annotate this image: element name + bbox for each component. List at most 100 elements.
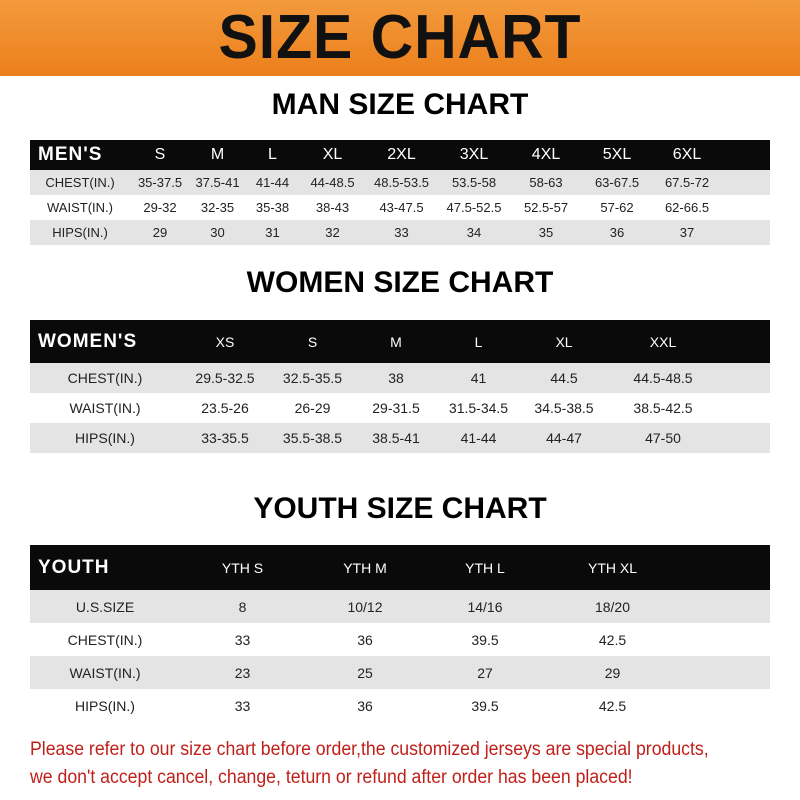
table-cell: 6XL (672, 146, 702, 163)
table-header-row: MEN'S S M L XL 2XL 3XL 4XL 5XL 6XL (30, 140, 770, 170)
table-cell: 62-66.5 (664, 200, 710, 215)
table-cell: XL (555, 333, 573, 350)
table-cell: 3XL (459, 146, 489, 163)
table-cell: 29 (152, 225, 168, 240)
table-cell: M (210, 146, 225, 163)
row-label: YOUTH (38, 556, 110, 578)
table-cell: 67.5-72 (664, 175, 710, 190)
table-cell: 35-38 (255, 200, 290, 215)
men-size-table: MEN'S S M L XL 2XL 3XL 4XL 5XL 6XL CHEST(IN.) 35-37… (30, 140, 770, 245)
table-cell: 10/12 (347, 598, 383, 615)
table-cell: 38.5-41 (372, 430, 420, 446)
order-notice: Please refer to our size chart before or… (30, 736, 728, 792)
table-cell: XXL (649, 333, 677, 350)
row-label: CHEST(IN.) (67, 631, 143, 648)
table-cell: 29-31.5 (372, 400, 420, 416)
table-cell: 39.5 (471, 631, 499, 648)
row-label: HIPS(IN.) (75, 697, 135, 714)
table-cell: 58-63 (529, 175, 563, 190)
table-row: WAIST(IN.) 29-32 32-35 35-38 38-43 43-47.5 47.… (30, 195, 770, 220)
notice-line-2: we don't accept cancel, change, teturn o… (30, 767, 633, 788)
table-cell: YTH M (343, 559, 387, 576)
table-cell: 33-35.5 (201, 430, 249, 446)
notice-line-1: Please refer to our size chart before or… (30, 739, 709, 760)
women-size-table: WOMEN'S XS S M L XL XXL CHEST(IN.) 29.5-32.5 32.5… (30, 320, 770, 453)
table-cell: YTH S (221, 559, 264, 576)
table-cell: XL (322, 146, 343, 163)
table-cell: 53.5-58 (451, 175, 497, 190)
table-header-row: YOUTH YTH S YTH M YTH L YTH XL (30, 545, 770, 590)
table-cell: XS (215, 333, 235, 350)
table-row: CHEST(IN.) 35-37.5 37.5-41 41-44 44-48.5 48.5… (30, 170, 770, 195)
table-cell: 42.5 (598, 631, 627, 648)
table-row: CHEST(IN.) 29.5-32.5 32.5-35.5 38 41 44.5 44.5… (30, 363, 770, 393)
table-cell: S (154, 146, 166, 163)
table-cell: 18/20 (594, 598, 631, 615)
table-cell: 31 (265, 225, 280, 240)
men-section-title: MAN SIZE CHART (271, 88, 529, 121)
table-cell: L (268, 146, 277, 163)
table-cell: 29 (604, 664, 621, 681)
table-row: WAIST(IN.) 23 25 27 29 (30, 656, 770, 689)
page-title: SIZE CHART (218, 3, 582, 72)
table-cell: 35-37.5 (137, 175, 183, 190)
table-cell: 23 (234, 664, 251, 681)
table-cell: 42.5 (598, 697, 627, 714)
table-cell: 35 (538, 225, 554, 240)
table-cell: 31.5-34.5 (448, 400, 509, 416)
table-cell: 47-50 (645, 430, 681, 446)
table-cell: 48.5-53.5 (374, 175, 429, 190)
table-cell: L (474, 333, 483, 350)
table-cell: 29.5-32.5 (195, 370, 255, 386)
table-cell: 4XL (531, 146, 561, 163)
table-cell: 25 (357, 664, 373, 681)
table-cell: 33 (234, 631, 251, 648)
table-cell: 32.5-35.5 (282, 370, 343, 386)
row-label: WOMEN'S (38, 330, 138, 352)
table-cell: 41-44 (255, 175, 290, 190)
table-cell: 44-48.5 (310, 175, 355, 190)
row-label: WAIST(IN.) (69, 400, 141, 416)
table-cell: 5XL (602, 146, 632, 163)
women-section-title: WOMEN SIZE CHART (246, 266, 554, 299)
table-cell: 34 (466, 225, 482, 240)
table-cell: 47.5-52.5 (446, 200, 502, 215)
row-label: CHEST(IN.) (67, 370, 143, 386)
table-row: CHEST(IN.) 33 36 39.5 42.5 (30, 623, 770, 656)
table-cell: 44.5-48.5 (633, 370, 693, 386)
table-cell: 57-62 (600, 200, 634, 215)
table-cell: 38-43 (315, 200, 350, 215)
table-header-row: WOMEN'S XS S M L XL XXL (30, 320, 770, 363)
table-cell: 2XL (387, 146, 416, 163)
table-row: HIPS(IN.) 29 30 31 32 33 34 35 36 37 (30, 220, 770, 245)
title-banner: SIZE CHART (0, 0, 800, 76)
table-cell: 41 (470, 370, 487, 386)
table-cell: 37.5-41 (195, 175, 240, 190)
table-cell: 37 (679, 225, 695, 240)
table-cell: 32-35 (200, 200, 235, 215)
table-cell: 38.5-42.5 (633, 400, 693, 416)
row-label: WAIST(IN.) (69, 664, 141, 681)
row-label: U.S.SIZE (75, 598, 135, 615)
table-cell: 38 (388, 370, 404, 386)
table-cell: 8 (238, 598, 247, 615)
youth-size-table: YOUTH YTH S YTH M YTH L YTH XL U.S.SIZE 8 10/12… (30, 545, 770, 722)
table-cell: 30 (210, 225, 225, 240)
table-row: U.S.SIZE 8 10/12 14/16 18/20 (30, 590, 770, 623)
table-cell: 36 (609, 225, 625, 240)
table-cell: S (307, 333, 318, 350)
table-cell: 44-47 (546, 430, 582, 446)
table-cell: 29-32 (143, 200, 177, 215)
table-cell: 34.5-38.5 (534, 400, 594, 416)
row-label: WAIST(IN.) (47, 200, 113, 215)
table-cell: 36 (357, 631, 373, 648)
row-label: HIPS(IN.) (52, 225, 108, 240)
table-cell: 52.5-57 (523, 200, 569, 215)
table-cell: 33 (394, 225, 409, 240)
table-cell: 27 (477, 664, 493, 681)
table-cell: 32 (325, 225, 340, 240)
table-cell: 23.5-26 (201, 400, 249, 416)
table-cell: YTH L (465, 559, 505, 576)
table-row: WAIST(IN.) 23.5-26 26-29 29-31.5 31.5-34.5 34… (30, 393, 770, 423)
table-cell: 39.5 (471, 697, 499, 714)
